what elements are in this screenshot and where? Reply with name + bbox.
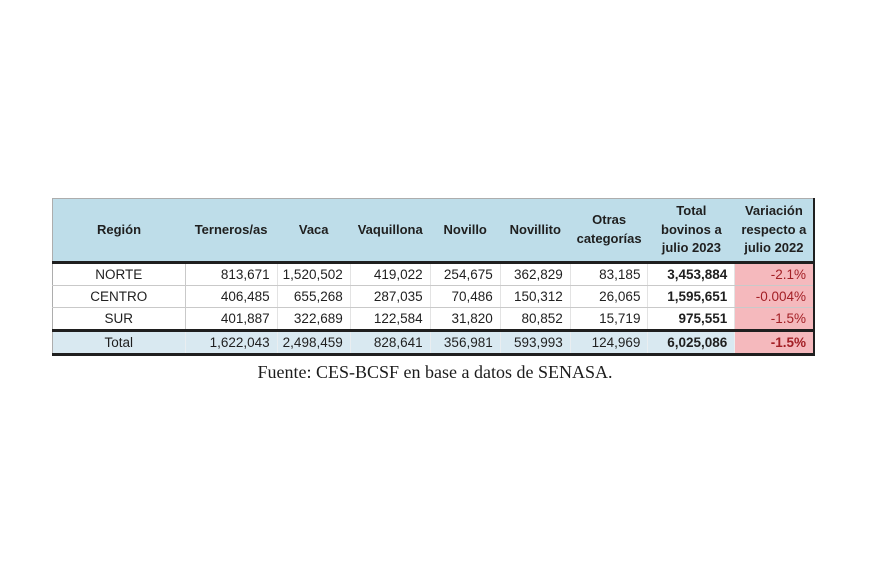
col-header-vaca: Vaca [277, 198, 351, 264]
col-header-otras: Otras categorías [570, 198, 648, 264]
variation-cell: -1.5% [734, 307, 814, 331]
total-label: Total [52, 329, 186, 356]
table-row-centro: CENTRO 406,485 655,268 287,035 70,486 15… [52, 285, 814, 308]
value-cell: 287,035 [350, 285, 431, 308]
col-header-region: Región [52, 198, 185, 264]
col-header-vaquillona: Vaquillona [350, 198, 431, 264]
value-cell: 26,065 [570, 285, 649, 308]
value-cell: 124,969 [570, 329, 649, 356]
value-cell: 15,719 [570, 307, 649, 331]
value-cell: 254,675 [430, 262, 501, 286]
col-header-terneros: Terneros/as [185, 198, 278, 264]
table-row-norte: NORTE 813,671 1,520,502 419,022 254,675 … [52, 262, 814, 286]
total-cell: 6,025,086 [647, 329, 736, 356]
value-cell: 419,022 [350, 262, 431, 286]
total-row: Total 1,622,043 2,498,459 828,641 356,98… [52, 329, 814, 356]
value-cell: 1,520,502 [277, 262, 351, 286]
value-cell: 80,852 [500, 307, 571, 331]
value-cell: 70,486 [430, 285, 501, 308]
total-cell: 975,551 [647, 307, 736, 331]
region-cell: SUR [52, 307, 186, 331]
value-cell: 2,498,459 [277, 329, 351, 356]
value-cell: 322,689 [277, 307, 351, 331]
total-cell: 3,453,884 [647, 262, 736, 286]
value-cell: 356,981 [430, 329, 501, 356]
livestock-table: Región Terneros/as Vaca Vaquillona Novil… [52, 198, 815, 356]
col-header-novillito: Novillito [500, 198, 571, 264]
table-row-sur: SUR 401,887 322,689 122,584 31,820 80,85… [52, 307, 814, 331]
variation-cell: -0.004% [734, 285, 814, 308]
value-cell: 813,671 [185, 262, 278, 286]
region-cell: NORTE [52, 262, 186, 286]
col-header-novillo: Novillo [430, 198, 501, 264]
source-caption: Fuente: CES-BCSF en base a datos de SENA… [257, 362, 613, 382]
value-cell: 828,641 [350, 329, 431, 356]
region-cell: CENTRO [52, 285, 186, 308]
value-cell: 122,584 [350, 307, 431, 331]
value-cell: 593,993 [500, 329, 571, 356]
value-cell: 655,268 [277, 285, 351, 308]
col-header-variacion: Variación respecto a julio 2022 [734, 198, 814, 264]
value-cell: 83,185 [570, 262, 649, 286]
variation-cell: -1.5% [734, 329, 814, 356]
value-cell: 31,820 [430, 307, 501, 331]
total-cell: 1,595,651 [647, 285, 736, 308]
col-header-total: Total bovinos a julio 2023 [647, 198, 735, 264]
value-cell: 150,312 [500, 285, 571, 308]
value-cell: 401,887 [185, 307, 278, 331]
value-cell: 1,622,043 [185, 329, 278, 356]
header-row: Región Terneros/as Vaca Vaquillona Novil… [52, 198, 814, 264]
variation-cell: -2.1% [734, 262, 814, 286]
value-cell: 406,485 [185, 285, 278, 308]
value-cell: 362,829 [500, 262, 571, 286]
